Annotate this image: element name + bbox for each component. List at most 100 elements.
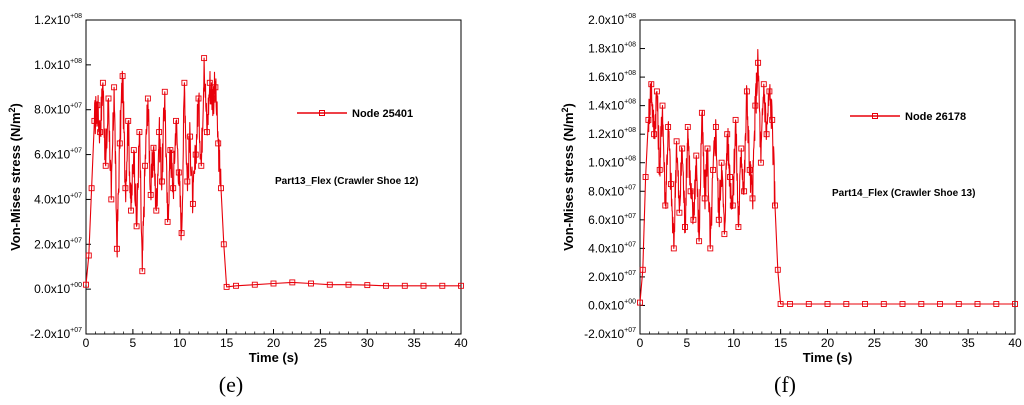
data-point-marker	[642, 174, 649, 180]
data-point-marker	[220, 241, 227, 248]
data-point-marker	[696, 238, 703, 245]
data-point-marker	[122, 185, 129, 192]
data-point-marker	[99, 79, 106, 86]
data-point-marker	[665, 124, 672, 130]
data-point-marker	[690, 216, 697, 223]
ticks-e: 0 5 10 15 20 25 30 35 40 -2.0x10+07 0.0x10+00 2.0x1…	[30, 13, 468, 350]
data-point-marker	[707, 245, 714, 252]
y-axis-label-e: Von-Mises stress (N/m2)	[7, 103, 23, 251]
data-point-marker	[102, 162, 109, 169]
data-point-marker	[710, 166, 717, 173]
data-point-marker	[701, 195, 708, 202]
y-tick-label: 1.6x10+08	[588, 70, 636, 84]
x-tick-label: 25	[314, 336, 328, 350]
data-point-marker	[843, 301, 850, 307]
data-point-marker	[91, 117, 98, 124]
data-point-marker	[167, 147, 174, 154]
series-f	[637, 48, 1018, 307]
data-point-marker	[128, 207, 134, 214]
y-tick-label: 2.0x10+07	[34, 237, 82, 251]
y-tick-label: 1.4x10+08	[588, 99, 636, 113]
data-point-marker	[133, 223, 140, 230]
y-tick-label: 8.0x10+07	[588, 184, 636, 198]
y-tick-label: 0.0x10+00	[34, 282, 82, 296]
panel-label-e: (e)	[219, 372, 243, 397]
data-point-marker	[777, 301, 784, 307]
data-point-marker	[738, 145, 745, 152]
y-tick-label: 4.0x10+07	[588, 241, 636, 255]
data-point-marker	[383, 282, 389, 289]
x-axis-label-e: Time (s)	[249, 350, 299, 365]
data-point-marker	[735, 224, 742, 230]
x-tick-label: 30	[361, 336, 375, 350]
data-point-marker	[364, 282, 371, 289]
x-tick-label: 10	[727, 336, 741, 350]
data-point-marker	[289, 279, 296, 286]
data-point-marker	[721, 231, 728, 238]
data-point-marker	[769, 116, 776, 123]
data-point-marker	[97, 129, 104, 136]
legend-marker-e	[319, 110, 325, 116]
data-point-marker	[153, 207, 160, 214]
x-tick-label: 35	[407, 336, 421, 350]
data-point-marker	[218, 185, 224, 192]
data-point-marker	[732, 116, 739, 123]
data-point-marker	[420, 282, 427, 289]
data-point-marker	[718, 159, 725, 166]
data-point-marker	[974, 301, 981, 307]
data-point-marker	[937, 301, 943, 307]
legend-entry-f: Node 26178	[905, 111, 966, 123]
data-point-marker	[880, 301, 887, 307]
data-point-marker	[682, 224, 688, 230]
y-tick-label: 0.0x10+00	[588, 298, 636, 312]
data-point-marker	[763, 131, 770, 138]
y-tick-label: 2.0x10+07	[588, 270, 636, 284]
data-point-marker	[108, 196, 115, 203]
data-point-marker	[645, 116, 652, 123]
data-point-marker	[150, 144, 157, 151]
data-point-marker	[201, 55, 208, 62]
data-point-marker	[659, 102, 666, 109]
data-point-marker	[752, 102, 759, 109]
data-point-marker	[755, 59, 762, 66]
data-point-marker	[766, 88, 773, 95]
legend-f: Node 26178	[850, 111, 966, 123]
x-tick-label: 40	[454, 336, 468, 350]
data-point-marker	[125, 117, 132, 124]
legend-e: Node 25401	[297, 108, 413, 120]
data-point-marker	[223, 283, 230, 290]
data-point-marker	[195, 95, 202, 102]
data-point-marker	[170, 185, 177, 192]
chart-panel-f: 0 5 10 15 20 25 30 35 40 -2.0x10+07 0.0x10+00 2.0x1…	[560, 13, 1022, 397]
data-point-marker	[715, 216, 722, 223]
data-point-marker	[233, 282, 239, 289]
data-point-marker	[326, 281, 333, 288]
data-point-marker	[119, 73, 126, 80]
panel-label-f: (f)	[774, 372, 796, 397]
data-point-marker	[712, 124, 719, 130]
data-point-marker	[667, 181, 674, 188]
data-point-marker	[1012, 301, 1018, 307]
data-point-marker	[648, 81, 655, 88]
data-point-marker	[142, 162, 149, 169]
data-point-marker	[724, 131, 731, 138]
chart-panel-e: 0 5 10 15 20 25 30 35 40 -2.0x10+07 0.0x10+00 2.0x1…	[7, 13, 468, 397]
data-point-marker	[637, 299, 643, 306]
data-point-marker	[679, 145, 686, 152]
data-point-marker	[189, 200, 196, 207]
y-tick-label: 8.0x10+07	[34, 103, 82, 117]
data-point-marker	[458, 282, 464, 289]
data-point-marker	[743, 88, 750, 95]
y-tick-label: 1.2x10+08	[588, 127, 636, 141]
annotation-e: Part13_Flex (Crawler Shoe 12)	[275, 176, 418, 187]
data-point-marker	[824, 301, 831, 307]
series-line	[639, 48, 1015, 305]
data-point-marker	[308, 280, 314, 287]
data-point-marker	[955, 301, 962, 307]
x-tick-label: 20	[821, 336, 835, 350]
data-point-marker	[918, 301, 925, 307]
data-point-marker	[746, 166, 753, 173]
y-tick-label: -2.0x10+07	[584, 327, 636, 341]
data-point-marker	[161, 88, 168, 95]
y-tick-label: 4.0x10+07	[34, 192, 82, 206]
